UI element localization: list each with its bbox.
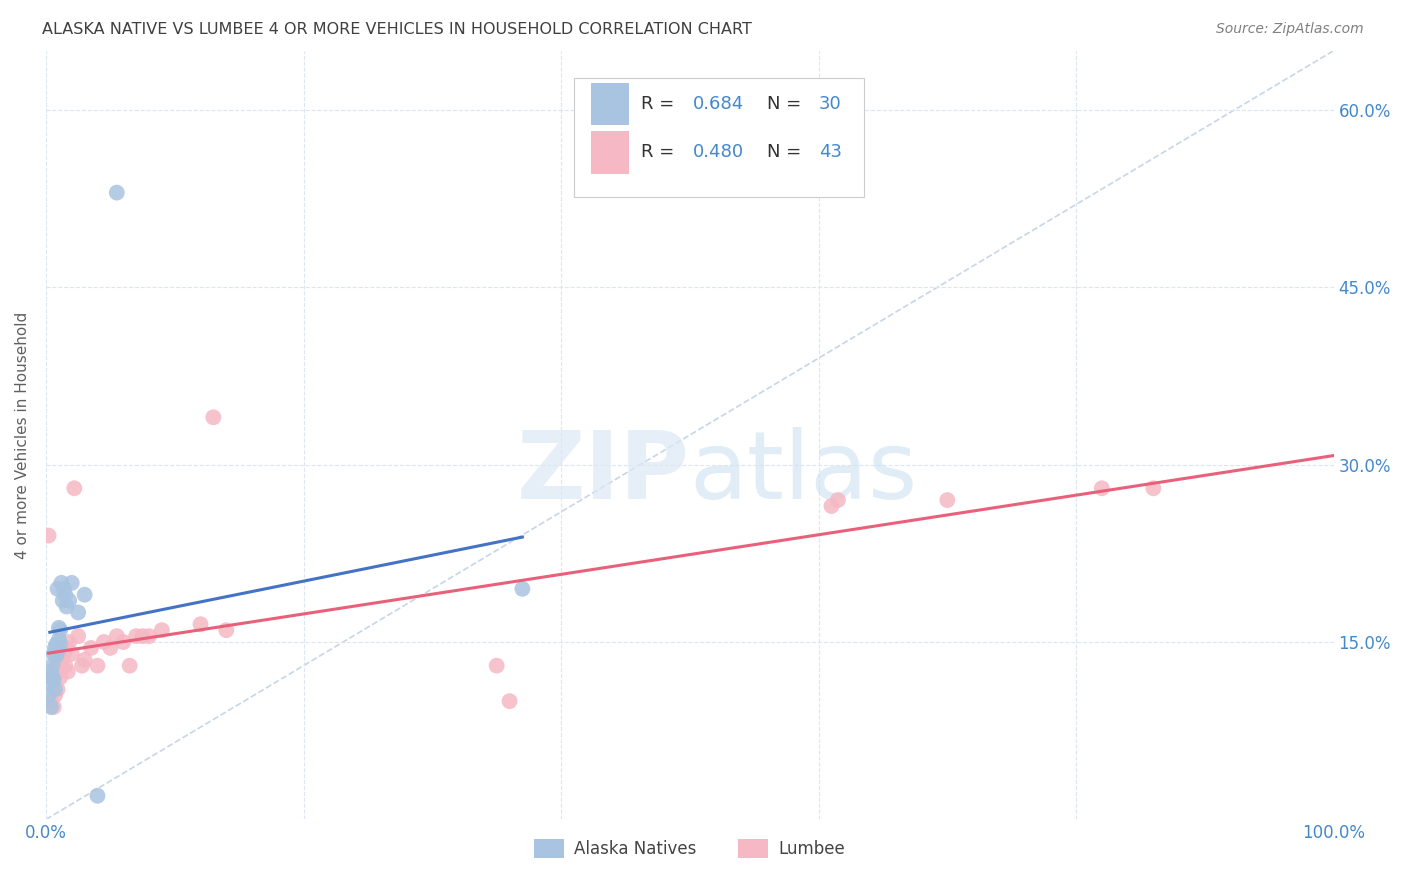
Text: Source: ZipAtlas.com: Source: ZipAtlas.com <box>1216 22 1364 37</box>
Point <box>44 640 66 655</box>
Point <box>48 632 70 647</box>
Text: ZIP: ZIP <box>517 427 690 519</box>
Point <box>52 593 75 607</box>
Point <box>51 653 73 667</box>
Point <box>202 410 225 425</box>
Legend: Alaska Natives, Lumbee: Alaska Natives, Lumbee <box>527 832 852 865</box>
Point <box>60 575 83 590</box>
Point <box>105 186 128 200</box>
Point <box>53 588 76 602</box>
Point <box>512 582 534 596</box>
Point <box>67 606 90 620</box>
Point <box>498 694 520 708</box>
Point <box>45 637 67 651</box>
Point <box>190 617 212 632</box>
Point <box>56 665 79 679</box>
Point <box>1142 481 1164 495</box>
Point <box>53 658 76 673</box>
Point <box>41 671 63 685</box>
Point <box>98 640 121 655</box>
Point <box>820 499 842 513</box>
Point <box>67 629 90 643</box>
Point <box>52 640 75 655</box>
Y-axis label: 4 or more Vehicles in Household: 4 or more Vehicles in Household <box>15 311 30 558</box>
Point <box>936 493 959 508</box>
FancyBboxPatch shape <box>574 78 863 197</box>
Point <box>42 700 65 714</box>
Point <box>58 635 80 649</box>
Point <box>485 658 508 673</box>
Point <box>215 623 238 637</box>
Point <box>46 644 69 658</box>
Point <box>51 575 73 590</box>
Point <box>70 658 93 673</box>
Point <box>49 637 72 651</box>
Point <box>131 629 153 643</box>
Text: R =: R = <box>641 95 681 112</box>
Text: atlas: atlas <box>690 427 918 519</box>
Point <box>827 493 849 508</box>
Text: N =: N = <box>768 143 807 161</box>
Point <box>46 682 69 697</box>
Point <box>125 629 148 643</box>
Point <box>138 629 160 643</box>
Point <box>38 688 60 702</box>
Text: 0.684: 0.684 <box>692 95 744 112</box>
Text: R =: R = <box>641 143 681 161</box>
Point <box>53 582 76 596</box>
Point <box>112 635 135 649</box>
Point <box>53 647 76 661</box>
Point <box>63 481 86 495</box>
Point <box>39 694 62 708</box>
Point <box>1091 481 1114 495</box>
Point <box>49 671 72 685</box>
Point <box>46 582 69 596</box>
Point <box>105 629 128 643</box>
FancyBboxPatch shape <box>591 131 630 174</box>
Text: 43: 43 <box>818 143 842 161</box>
Point <box>48 653 70 667</box>
Point <box>41 671 63 685</box>
Text: ALASKA NATIVE VS LUMBEE 4 OR MORE VEHICLES IN HOUSEHOLD CORRELATION CHART: ALASKA NATIVE VS LUMBEE 4 OR MORE VEHICL… <box>42 22 752 37</box>
Point <box>45 658 67 673</box>
Point <box>48 665 70 679</box>
Point <box>44 688 66 702</box>
Text: N =: N = <box>768 95 807 112</box>
Text: 30: 30 <box>818 95 841 112</box>
Text: 0.480: 0.480 <box>692 143 744 161</box>
Point <box>39 700 62 714</box>
Point <box>44 682 66 697</box>
Point <box>150 623 173 637</box>
Point <box>49 623 72 637</box>
Point <box>42 647 65 661</box>
Point <box>48 621 70 635</box>
Point <box>86 789 108 803</box>
Point <box>55 599 77 614</box>
Point <box>42 673 65 687</box>
Point <box>93 635 115 649</box>
Point <box>80 640 103 655</box>
Point <box>58 593 80 607</box>
Point <box>39 665 62 679</box>
Point <box>118 658 141 673</box>
Point <box>73 653 96 667</box>
Point <box>55 640 77 655</box>
Point <box>41 658 63 673</box>
Point <box>60 647 83 661</box>
Point <box>45 649 67 664</box>
Point <box>38 528 60 542</box>
Point <box>86 658 108 673</box>
Point <box>73 588 96 602</box>
Point <box>38 676 60 690</box>
FancyBboxPatch shape <box>591 83 630 125</box>
